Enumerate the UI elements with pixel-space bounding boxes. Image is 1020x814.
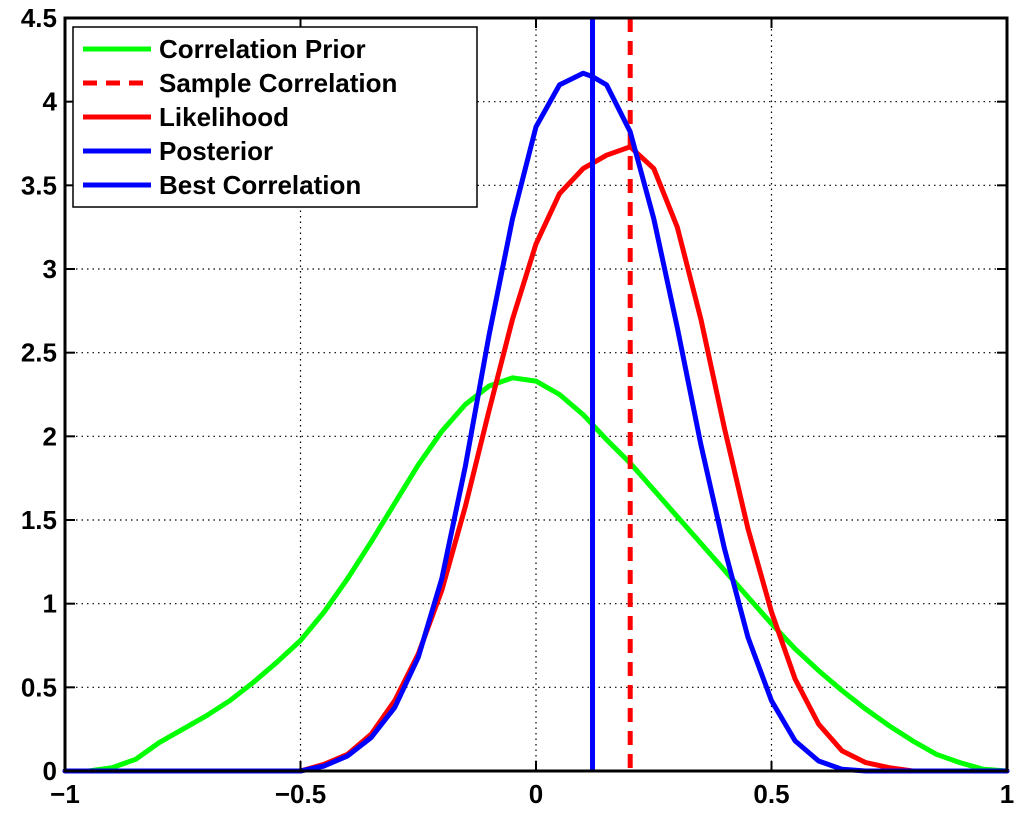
x-tick-label: 0 bbox=[529, 779, 543, 809]
likelihood-curve bbox=[62, 144, 1010, 774]
plot-area: −1 −0.5 0 0.5 1 0 0.5 1 1.5 2 2.5 3 3.5 4 4.5 bbox=[21, 3, 1014, 809]
series-layer bbox=[62, 18, 1010, 774]
x-tick-label: −0.5 bbox=[275, 779, 326, 809]
legend-label-likelihood: Likelihood bbox=[159, 102, 289, 132]
y-tick-label: 3.5 bbox=[21, 170, 57, 200]
legend-label-best-correlation: Best Correlation bbox=[159, 170, 361, 200]
y-tick-label: 1.5 bbox=[21, 505, 57, 535]
legend: Correlation Prior Sample Correlation Likel… bbox=[72, 26, 478, 208]
x-tick-label: 0.5 bbox=[753, 779, 789, 809]
y-tick-label: 2.5 bbox=[21, 338, 57, 368]
legend-label-posterior: Posterior bbox=[159, 136, 273, 166]
legend-label-correlation-prior: Correlation Prior bbox=[159, 34, 366, 64]
y-tick-label: 0.5 bbox=[21, 672, 57, 702]
axis-ticks: −1 −0.5 0 0.5 1 0 0.5 1 1.5 2 2.5 3 3.5 4 4.5 bbox=[21, 3, 1014, 809]
y-tick-label: 4 bbox=[43, 87, 58, 117]
legend-label-sample-correlation: Sample Correlation bbox=[159, 68, 397, 98]
x-tick-label: −1 bbox=[50, 779, 80, 809]
y-tick-label: 3 bbox=[43, 254, 57, 284]
y-tick-label: 2 bbox=[43, 421, 57, 451]
posterior-curve bbox=[62, 70, 1010, 774]
y-tick-label: 4.5 bbox=[21, 3, 57, 33]
y-tick-label: 1 bbox=[43, 589, 57, 619]
y-tick-label: 0 bbox=[43, 756, 57, 786]
x-tick-label: 1 bbox=[1000, 779, 1014, 809]
correlation-prior-curve bbox=[62, 375, 1010, 774]
grid-lines bbox=[65, 18, 1007, 771]
